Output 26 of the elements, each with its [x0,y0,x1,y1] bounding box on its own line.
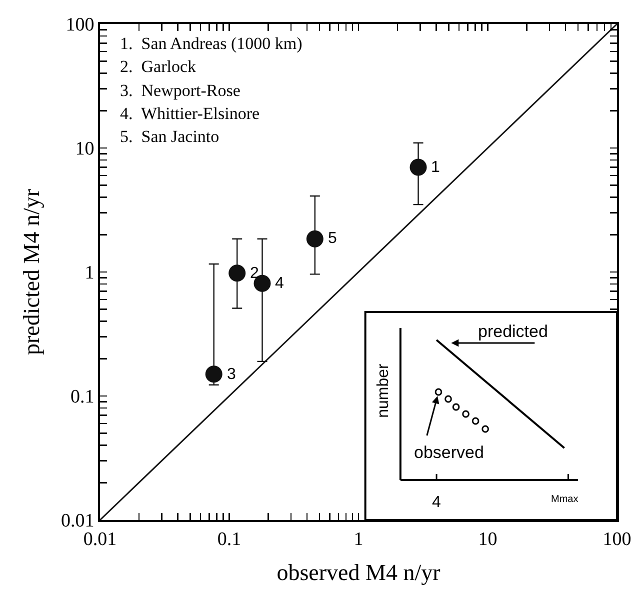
x-tick-label: 100 [602,528,632,550]
annotation: 4 [275,275,284,292]
x-axis-title: observed M4 n/yr [276,560,441,585]
y-tick-label: 0.01 [60,510,94,532]
annotation: 1. San Andreas (1000 km) [120,34,302,53]
annotation: predicted [478,322,548,341]
annotation: 2. Garlock [120,57,196,76]
x-tick-label: 1 [354,528,364,550]
y-tick-label: 0.1 [70,386,94,408]
y-tick-label: 10 [75,138,94,160]
annotation: 2 [250,265,259,282]
y-axis-title: predicted M4 n/yr [18,188,44,356]
annotation: 5 [328,230,337,247]
annotation: 4. Whittier-Elsinore [120,104,260,123]
annotation: 1 [431,159,440,176]
annotation: 3. Newport-Rose [120,81,240,100]
annotation: Mmax [551,494,578,505]
y-tick-label: 1 [84,262,94,284]
annotation: observed [414,443,484,462]
x-tick-label: 0.1 [217,528,242,550]
annotation: 3 [227,366,236,383]
annotation: number [374,362,392,418]
annotation: 4 [432,494,441,511]
annotation: 5. San Jacinto [120,127,220,146]
x-tick-label: 10 [478,528,498,550]
y-tick-label: 100 [66,14,94,36]
